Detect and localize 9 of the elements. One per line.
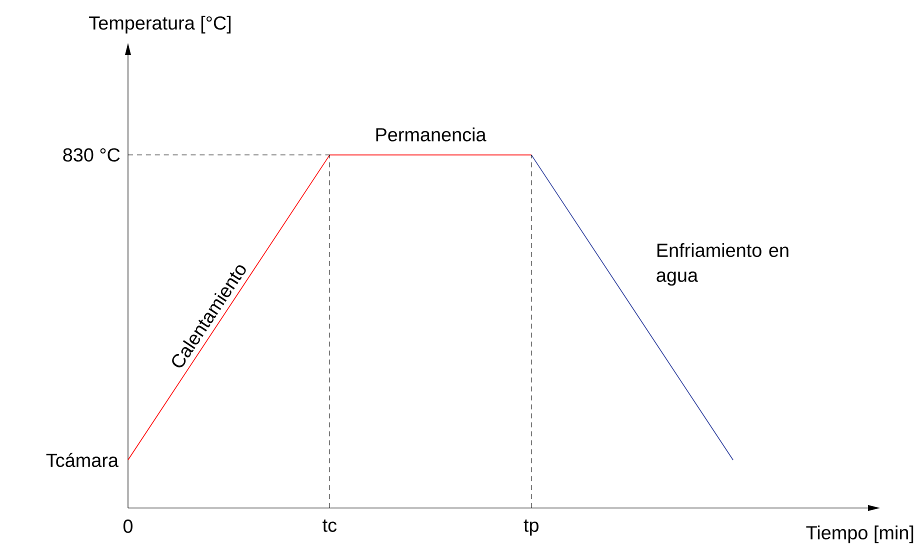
x-axis-title: Tiempo [min] xyxy=(806,526,914,544)
x-tick-label: 0 xyxy=(123,520,133,533)
ref-line-label: 830 °C xyxy=(63,148,120,162)
annotation: Tcámara xyxy=(46,452,118,468)
text: Permanencia xyxy=(376,127,486,142)
x-tick-label: tp xyxy=(524,520,538,536)
x-tick-label: tc xyxy=(322,520,337,532)
text: Temperatura [°C] xyxy=(89,16,231,34)
annotation: Enfriamiento en agua xyxy=(656,243,788,286)
